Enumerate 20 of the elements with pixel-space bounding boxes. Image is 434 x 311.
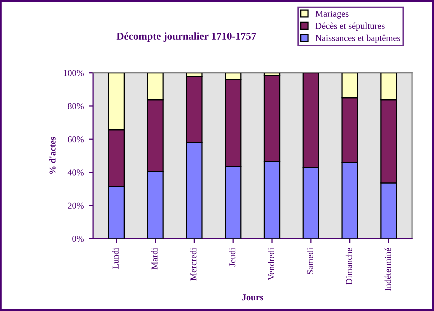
x-tick-label: Jeudi [229,248,236,267]
y-tick-label: 80% [68,103,84,110]
x-tick-label: Samedi [307,248,314,274]
x-tick-label: Lundi [112,248,119,270]
x-tick-label: Dimanche [346,248,352,285]
x-tick-label: Vendredi [268,248,275,280]
x-tick-label: Mardi [151,248,158,270]
x-tick-label: Indéterminé [384,248,392,292]
legend-label: Décès et sépultures [316,22,385,31]
y-tick-label: 20% [68,202,84,209]
y-tick-label: 40% [68,170,84,176]
y-tick-label: 100% [64,70,84,76]
legend-label: Mariages [316,10,349,19]
legend-label: Naissances et baptêmes [316,34,400,44]
x-axis-title: Jours [242,294,264,301]
y-tick-label: 0% [72,236,84,242]
y-tick-label: 60% [68,136,84,143]
x-tick-label: Mercredi [190,248,197,281]
y-axis-title: % d'actes [49,137,56,174]
chart-title: Décompte journalier 1710-1757 [116,32,256,42]
